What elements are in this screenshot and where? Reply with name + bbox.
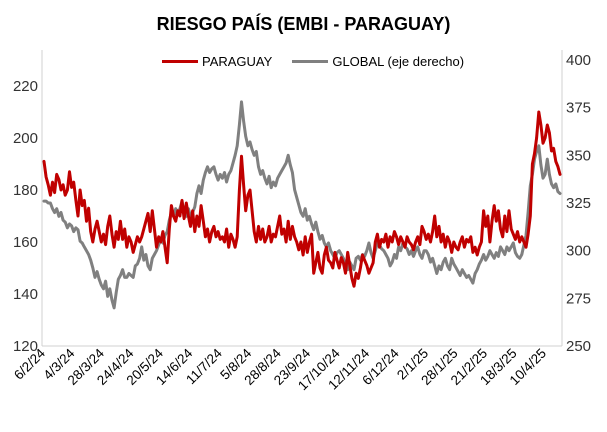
y-left-tick-label: 120 bbox=[13, 338, 38, 355]
y-left-tick-label: 140 bbox=[13, 286, 38, 303]
legend-swatch-paraguay bbox=[162, 59, 198, 63]
y-left-ticks: 120 140 160 180 200 220 bbox=[13, 78, 38, 355]
y-left-tick-label: 180 bbox=[13, 182, 38, 199]
y-right-tick-label: 250 bbox=[566, 338, 591, 355]
legend: PARAGUAY GLOBAL (eje derecho) bbox=[162, 52, 484, 70]
y-left-tick-label: 160 bbox=[13, 234, 38, 251]
y-right-tick-label: 325 bbox=[566, 195, 591, 212]
y-right-ticks: 250 275 300 325 350 375 400 bbox=[566, 52, 591, 355]
series-line-global bbox=[42, 100, 562, 310]
y-right-tick-label: 275 bbox=[566, 290, 591, 307]
axes bbox=[41, 50, 563, 347]
y-left-tick-label: 220 bbox=[13, 78, 38, 95]
legend-label-paraguay: PARAGUAY bbox=[202, 53, 273, 69]
x-ticks: 6/2/244/3/2428/3/2424/4/2420/5/2414/6/24… bbox=[11, 345, 549, 393]
legend-item-paraguay: PARAGUAY bbox=[162, 54, 272, 69]
series-lines bbox=[42, 100, 562, 310]
y-right-tick-label: 375 bbox=[566, 100, 591, 117]
y-right-tick-label: 400 bbox=[566, 52, 591, 69]
legend-label-global: GLOBAL (eje derecho) bbox=[332, 53, 465, 69]
legend-item-global: GLOBAL (eje derecho) bbox=[292, 54, 464, 69]
legend-swatch-global bbox=[292, 59, 329, 63]
y-right-tick-label: 300 bbox=[566, 243, 591, 260]
y-left-tick-label: 200 bbox=[13, 130, 38, 147]
y-right-tick-label: 350 bbox=[566, 147, 591, 164]
series-line-paraguay bbox=[42, 110, 562, 288]
chart-title: RIESGO PAÍS (EMBI - PARAGUAY) bbox=[156, 14, 451, 34]
